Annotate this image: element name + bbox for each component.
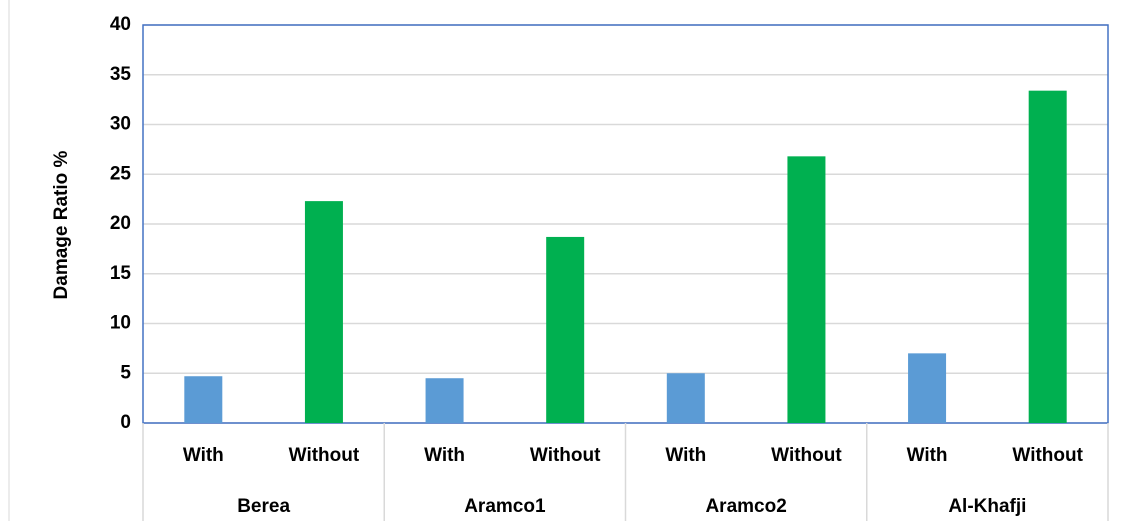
y-tick-label: 40	[110, 14, 131, 35]
x-tick-label: Without	[530, 445, 601, 466]
x-tick-label: Without	[289, 445, 360, 466]
x-tick-label: Without	[771, 445, 842, 466]
group-label: Berea	[237, 496, 290, 517]
bar	[787, 156, 826, 423]
bar	[666, 373, 705, 423]
x-tick-label: Without	[1012, 445, 1083, 466]
x-tick-label: With	[424, 445, 465, 466]
y-tick-label: 15	[110, 263, 132, 284]
bar	[908, 353, 947, 423]
y-axis-label: Damage Ratio %	[51, 150, 72, 299]
y-tick-label: 0	[120, 412, 131, 433]
y-tick-label: 5	[120, 362, 131, 383]
bar	[425, 378, 464, 423]
y-tick-label: 25	[110, 163, 132, 184]
bar	[304, 201, 343, 423]
x-tick-label: With	[907, 445, 948, 466]
x-tick-label: With	[183, 445, 224, 466]
bar	[546, 236, 585, 423]
bar	[184, 376, 223, 423]
y-tick-label: 10	[110, 313, 131, 334]
group-label: Aramco1	[464, 496, 546, 517]
group-label: Al-Khafji	[948, 496, 1026, 517]
group-label: Aramco2	[705, 496, 786, 517]
bar	[1028, 90, 1067, 424]
y-tick-label: 35	[110, 64, 132, 85]
y-tick-label: 20	[110, 213, 131, 234]
x-tick-label: With	[665, 445, 706, 466]
y-tick-label: 30	[110, 114, 131, 135]
